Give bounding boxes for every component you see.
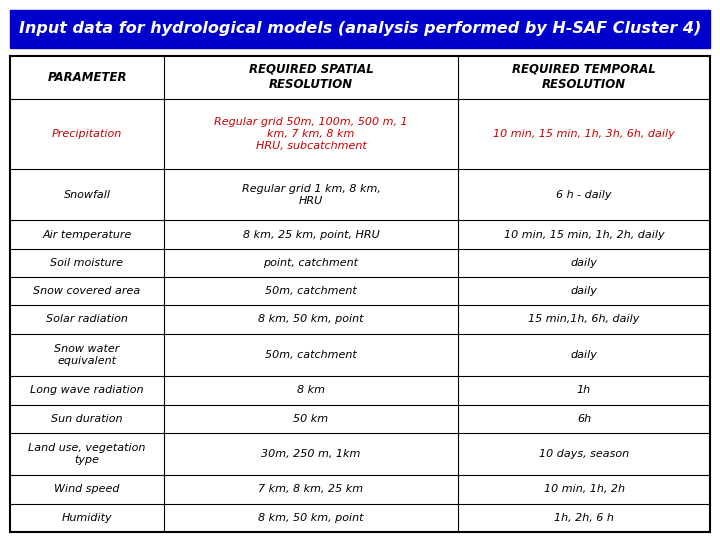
Text: 10 min, 1h, 2h: 10 min, 1h, 2h: [544, 484, 624, 495]
Text: 8 km, 50 km, point: 8 km, 50 km, point: [258, 314, 364, 325]
Text: Regular grid 1 km, 8 km,
HRU: Regular grid 1 km, 8 km, HRU: [242, 184, 380, 206]
Text: REQUIRED SPATIAL
RESOLUTION: REQUIRED SPATIAL RESOLUTION: [248, 63, 374, 91]
Text: 8 km, 50 km, point: 8 km, 50 km, point: [258, 513, 364, 523]
FancyBboxPatch shape: [10, 10, 710, 48]
Text: Input data for hydrological models (analysis performed by H-SAF Cluster 4): Input data for hydrological models (anal…: [19, 22, 701, 37]
Text: 6 h - daily: 6 h - daily: [557, 190, 612, 200]
Text: Snowfall: Snowfall: [63, 190, 110, 200]
Text: 1h: 1h: [577, 386, 591, 395]
Text: 50m, catchment: 50m, catchment: [265, 286, 357, 296]
Text: 8 km: 8 km: [297, 386, 325, 395]
Text: 50m, catchment: 50m, catchment: [265, 350, 357, 360]
Text: Solar radiation: Solar radiation: [46, 314, 128, 325]
Text: 10 days, season: 10 days, season: [539, 449, 629, 459]
Text: daily: daily: [570, 258, 598, 268]
Text: Sun duration: Sun duration: [51, 414, 122, 424]
Text: 7 km, 8 km, 25 km: 7 km, 8 km, 25 km: [258, 484, 364, 495]
Text: PARAMETER: PARAMETER: [48, 71, 127, 84]
Text: 1h, 2h, 6 h: 1h, 2h, 6 h: [554, 513, 614, 523]
Text: 50 km: 50 km: [294, 414, 328, 424]
Text: REQUIRED TEMPORAL
RESOLUTION: REQUIRED TEMPORAL RESOLUTION: [512, 63, 656, 91]
Text: 15 min,1h, 6h, daily: 15 min,1h, 6h, daily: [528, 314, 639, 325]
Text: 10 min, 15 min, 1h, 2h, daily: 10 min, 15 min, 1h, 2h, daily: [504, 230, 665, 240]
Text: 30m, 250 m, 1km: 30m, 250 m, 1km: [261, 449, 361, 459]
Text: Regular grid 50m, 100m, 500 m, 1
km, 7 km, 8 km
HRU, subcatchment: Regular grid 50m, 100m, 500 m, 1 km, 7 k…: [214, 117, 408, 151]
Text: Wind speed: Wind speed: [54, 484, 120, 495]
Text: Snow water
equivalent: Snow water equivalent: [54, 344, 120, 366]
Text: 10 min, 15 min, 1h, 3h, 6h, daily: 10 min, 15 min, 1h, 3h, 6h, daily: [493, 129, 675, 139]
Text: daily: daily: [570, 350, 598, 360]
Text: Air temperature: Air temperature: [42, 230, 132, 240]
Text: Land use, vegetation
type: Land use, vegetation type: [28, 443, 145, 465]
Text: point, catchment: point, catchment: [264, 258, 359, 268]
Text: 8 km, 25 km, point, HRU: 8 km, 25 km, point, HRU: [243, 230, 379, 240]
Text: Humidity: Humidity: [62, 513, 112, 523]
Text: 6h: 6h: [577, 414, 591, 424]
Text: Soil moisture: Soil moisture: [50, 258, 124, 268]
Text: Precipitation: Precipitation: [52, 129, 122, 139]
Text: Long wave radiation: Long wave radiation: [30, 386, 144, 395]
Text: daily: daily: [570, 286, 598, 296]
Text: Snow covered area: Snow covered area: [33, 286, 140, 296]
